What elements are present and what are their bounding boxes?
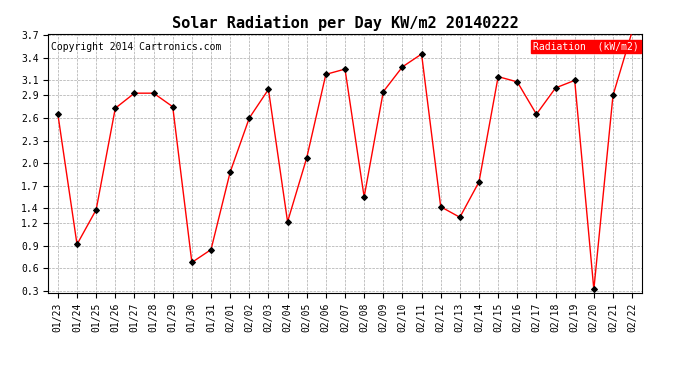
Point: [607, 92, 618, 98]
Point: [359, 194, 370, 200]
Text: Radiation  (kW/m2): Radiation (kW/m2): [533, 42, 639, 51]
Point: [589, 286, 600, 292]
Point: [129, 90, 140, 96]
Point: [320, 71, 331, 77]
Point: [72, 242, 83, 248]
Point: [282, 219, 293, 225]
Point: [512, 79, 523, 85]
Point: [493, 74, 504, 80]
Point: [148, 90, 159, 96]
Point: [339, 66, 351, 72]
Point: [167, 104, 178, 110]
Point: [90, 207, 101, 213]
Title: Solar Radiation per Day KW/m2 20140222: Solar Radiation per Day KW/m2 20140222: [172, 15, 518, 31]
Point: [473, 179, 484, 185]
Point: [244, 115, 255, 121]
Point: [531, 111, 542, 117]
Point: [110, 105, 121, 111]
Point: [569, 77, 580, 83]
Point: [377, 88, 388, 94]
Point: [627, 28, 638, 34]
Point: [435, 204, 446, 210]
Point: [302, 155, 313, 161]
Point: [225, 169, 236, 175]
Point: [397, 64, 408, 70]
Point: [206, 247, 217, 253]
Point: [186, 260, 197, 266]
Point: [454, 214, 465, 220]
Point: [550, 85, 561, 91]
Text: Copyright 2014 Cartronics.com: Copyright 2014 Cartronics.com: [51, 42, 221, 51]
Point: [263, 86, 274, 92]
Point: [52, 111, 63, 117]
Point: [416, 51, 427, 57]
